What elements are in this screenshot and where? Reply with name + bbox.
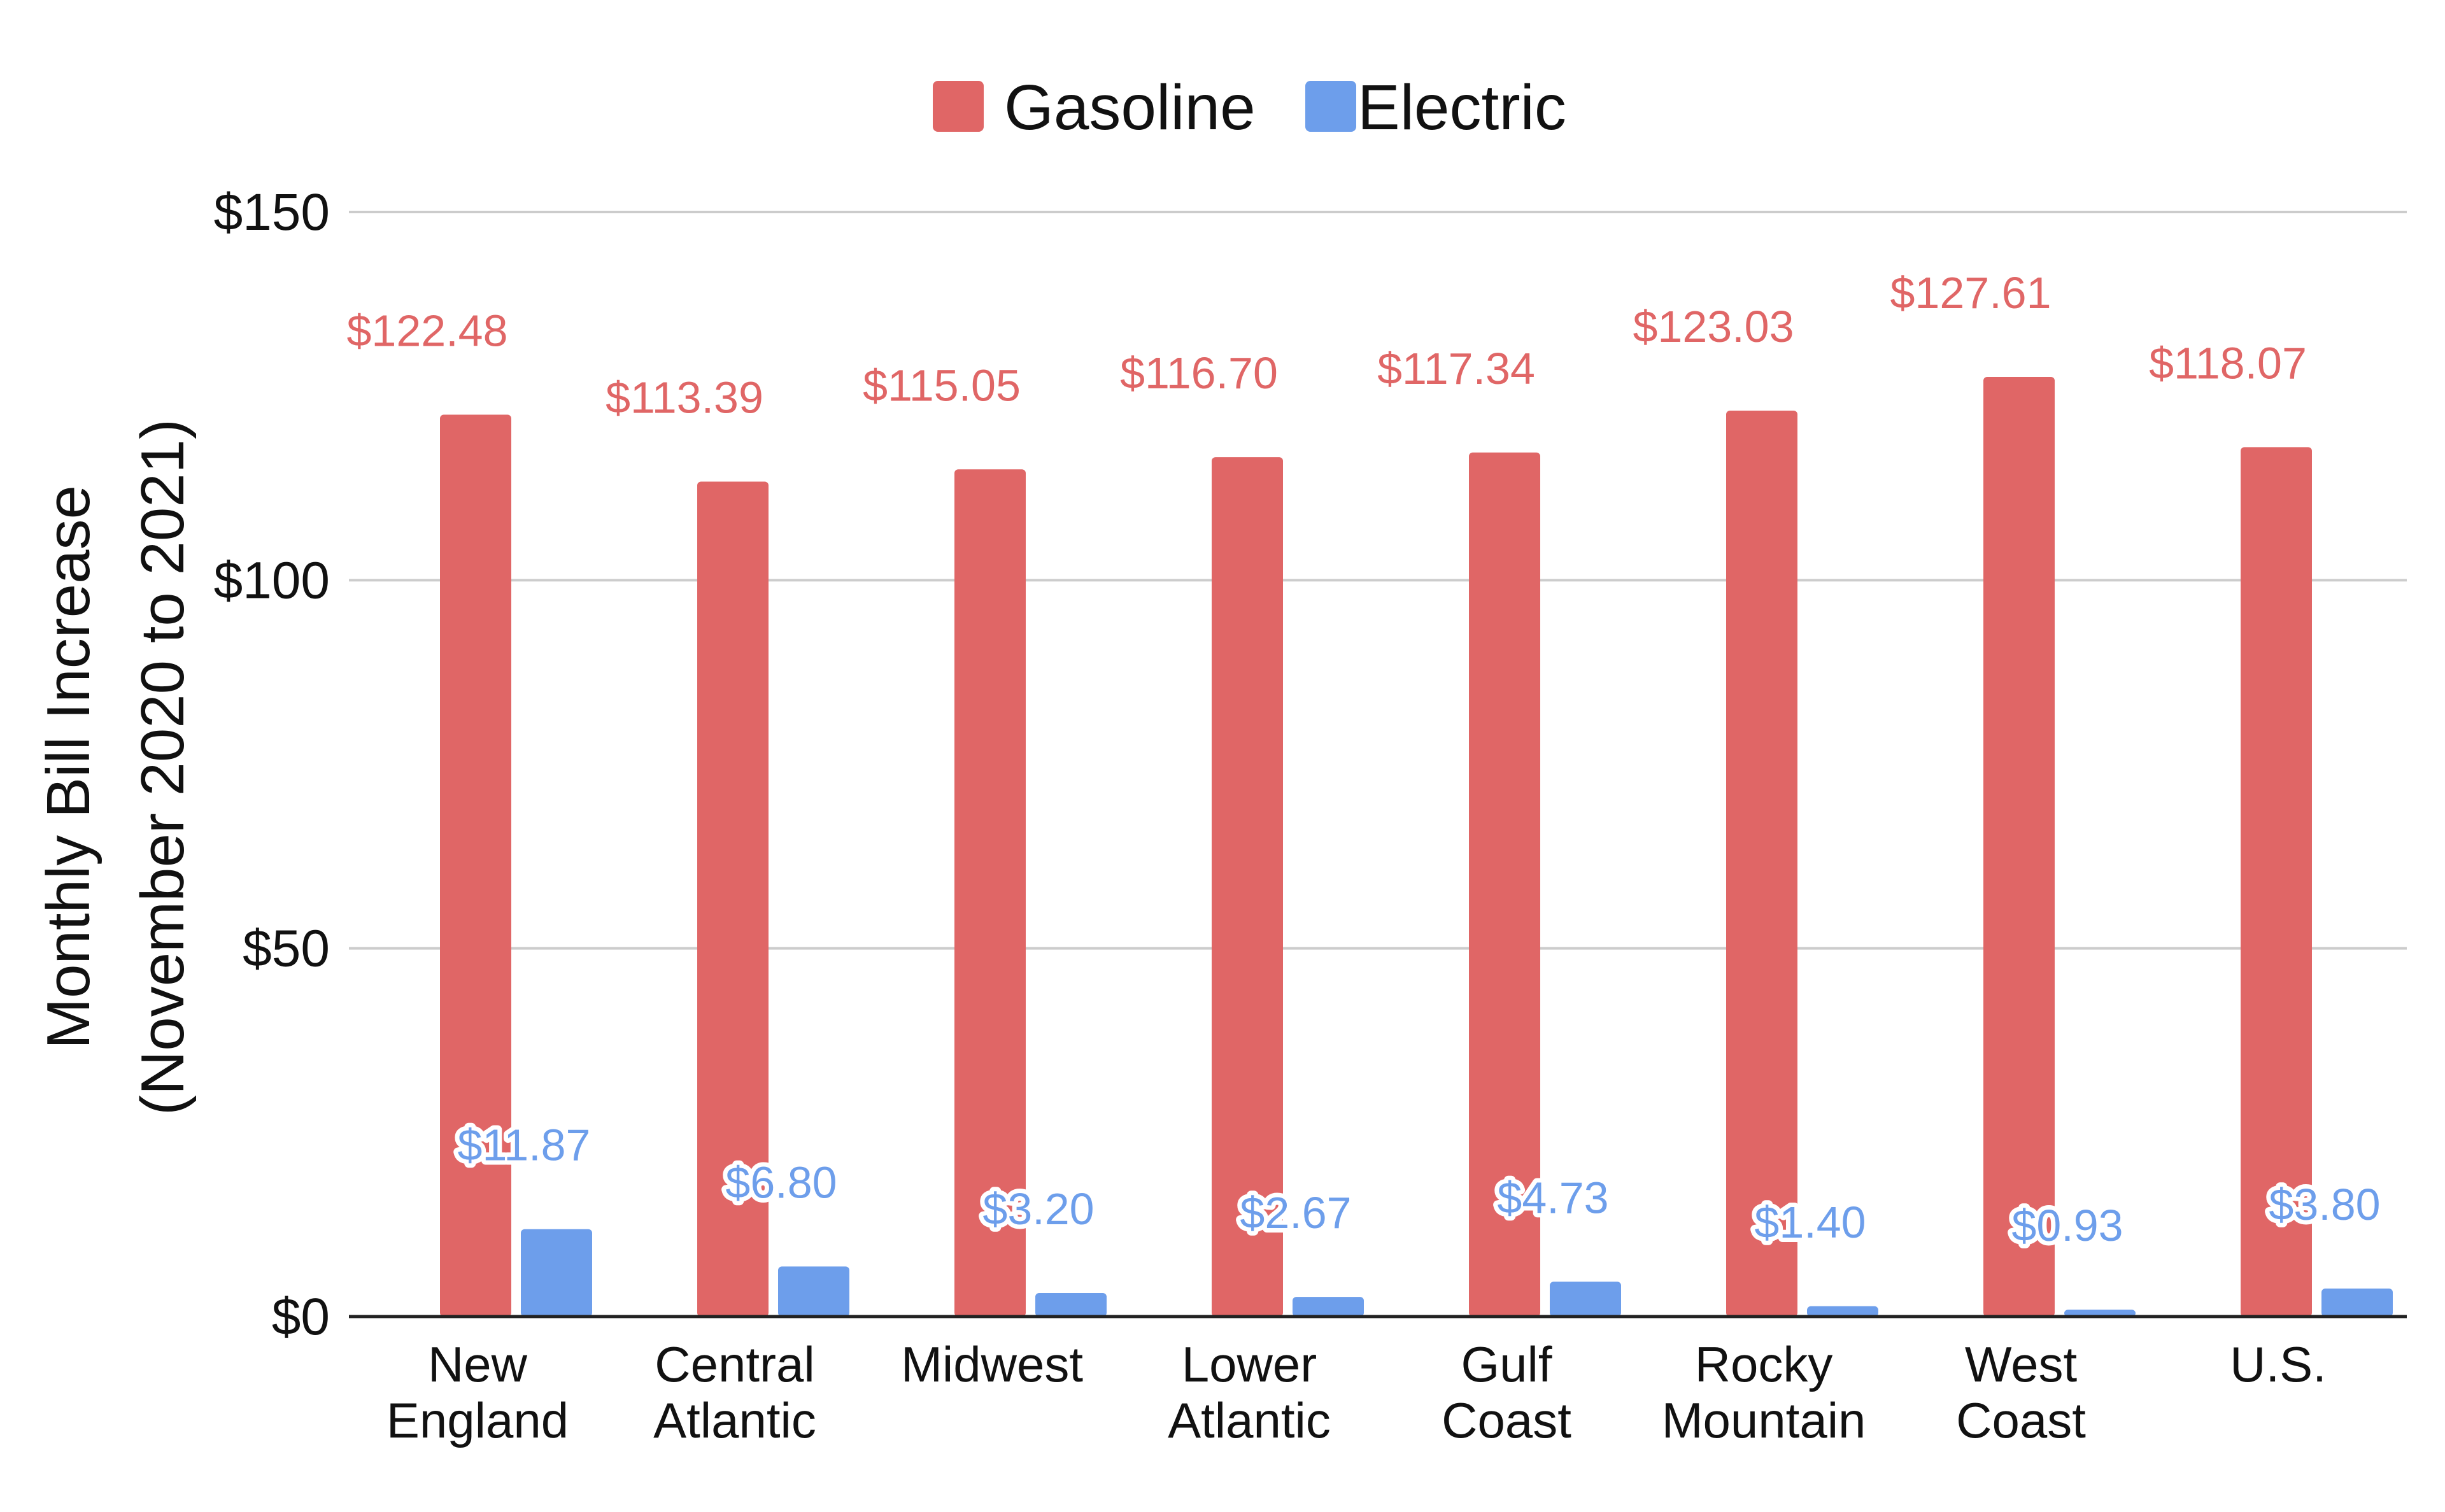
data-label-electric: $1.40 [1754, 1198, 1866, 1247]
bar-gasoline [697, 481, 769, 1317]
data-label-electric-halo: $1.40 [1754, 1198, 1866, 1247]
data-label-electric: $0.93 [2011, 1201, 2123, 1250]
data-label-electric: $3.80 [2269, 1180, 2380, 1229]
data-label-gasoline: $116.70 [1120, 348, 1278, 398]
data-label-electric-halo: $4.73 [1497, 1173, 1608, 1222]
y-axis-title: Monthly Bill Increase (November 2020 to 2… [34, 419, 197, 1115]
bar-electric [2064, 1310, 2136, 1317]
bar-electric [521, 1229, 592, 1317]
data-label-gasoline: $123.03 [1633, 302, 1794, 351]
data-label-gasoline: $117.34 [1377, 344, 1535, 393]
x-category-label-line: Atlantic [653, 1392, 816, 1448]
x-category-label-line: England [386, 1392, 569, 1448]
data-label-electric: $2.67 [1240, 1188, 1351, 1238]
x-category-label-line: Coast [1442, 1392, 1571, 1448]
y-tick-label: $100 [214, 551, 330, 609]
data-label-gasoline: $113.39 [606, 372, 763, 422]
y-tick-label: $50 [243, 920, 330, 978]
bar-electric [778, 1266, 849, 1317]
bar-electric [1550, 1282, 1621, 1317]
data-label-electric-halo: $3.80 [2269, 1180, 2380, 1229]
y-axis-label: Monthly Bill Increase (November 2020 to 2… [34, 419, 197, 1115]
x-category-label: Central Atlantic [653, 1336, 816, 1448]
bar-electric [1293, 1297, 1364, 1317]
x-category-label-line: Mountain [1662, 1392, 1866, 1448]
data-label-electric-halo: $11.87 [458, 1120, 591, 1170]
data-label-gasoline: $115.05 [863, 360, 1021, 410]
x-category-label-line: Midwest [901, 1336, 1083, 1392]
x-category-label-line: Coast [1956, 1392, 2086, 1448]
x-category-label-line: Gulf [1461, 1336, 1552, 1392]
legend-label-electric: Electric [1357, 72, 1566, 143]
bar-electric [1035, 1292, 1107, 1317]
x-category-label: West Coast [1956, 1336, 2086, 1448]
y-axis-label-line: (November 2020 to 2021) [129, 419, 197, 1115]
x-category-label-line: U.S. [2230, 1336, 2327, 1392]
bar-gasoline [2241, 447, 2312, 1317]
data-label-electric: $11.87 [458, 1120, 591, 1170]
legend: Gasoline Electric [933, 72, 1566, 143]
x-category-label: Gulf Coast [1442, 1336, 1571, 1448]
x-category-label-line: Lower [1182, 1336, 1317, 1392]
bar-gasoline [1983, 376, 2055, 1317]
legend-swatch-gasoline [933, 81, 984, 132]
data-label-gasoline: $127.61 [1890, 268, 2051, 318]
x-category-label-line: Atlantic [1168, 1392, 1331, 1448]
x-category-label: U.S. [2230, 1336, 2327, 1392]
bar-electric [1807, 1306, 1878, 1317]
x-category-label-line: West [1965, 1336, 2078, 1392]
bar-gasoline [1469, 452, 1540, 1317]
data-label-gasoline: $118.07 [2149, 338, 2307, 388]
x-category-label: Midwest [901, 1336, 1083, 1392]
legend-swatch-electric [1305, 81, 1356, 132]
bars [440, 376, 2393, 1317]
y-tick-label: $0 [272, 1288, 330, 1346]
data-label-electric: $6.80 [725, 1157, 837, 1207]
legend-label-gasoline: Gasoline [1004, 72, 1256, 143]
data-label-electric-halo: $3.20 [982, 1184, 1094, 1234]
data-label-electric-halo: $6.80 [725, 1157, 837, 1207]
bar-gasoline [1212, 457, 1283, 1317]
bar-electric [2321, 1289, 2393, 1317]
x-category-label-line: New [428, 1336, 528, 1392]
x-category-label-line: Rocky [1695, 1336, 1833, 1392]
gridlines [349, 211, 2407, 950]
data-label-electric: $3.20 [982, 1184, 1094, 1234]
x-category-label: Lower Atlantic [1168, 1336, 1331, 1448]
bar-gasoline [954, 469, 1026, 1317]
data-label-gasoline: $122.48 [346, 306, 507, 355]
x-category-label: Rocky Mountain [1662, 1336, 1866, 1448]
x-category-label: New England [386, 1336, 569, 1448]
data-label-electric: $4.73 [1497, 1173, 1608, 1222]
data-labels: $122.48$11.87$11.87$113.39$6.80$6.80$115… [346, 268, 2385, 1255]
bar-gasoline [440, 414, 511, 1317]
y-axis-label-line: Monthly Bill Increase [34, 485, 103, 1049]
data-label-electric-halo: $2.67 [1240, 1188, 1351, 1238]
data-label-electric-halo: $0.93 [2011, 1201, 2123, 1250]
x-category-label-line: Central [655, 1336, 814, 1392]
y-tick-label: $150 [214, 183, 330, 241]
bar-gasoline [1726, 410, 1797, 1317]
